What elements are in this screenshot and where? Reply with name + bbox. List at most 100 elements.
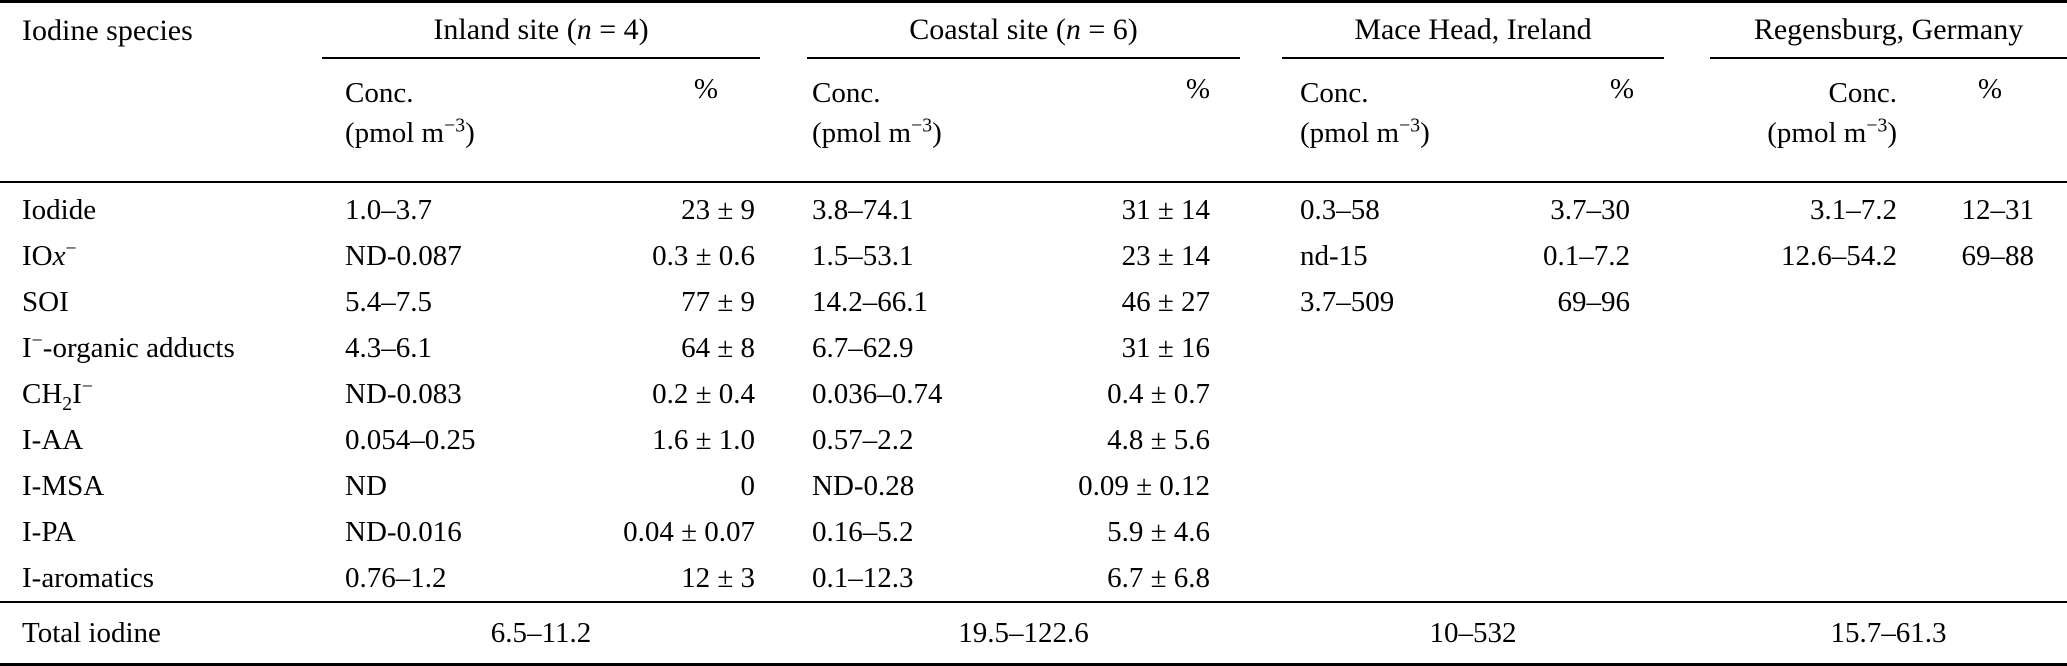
conc-header-inland: Conc. (pmol m−3) [322, 58, 562, 183]
value-cell: 3.1–7.2 [1810, 193, 1897, 226]
value-cell: 0.1–12.3 [812, 561, 914, 594]
value-cell [1282, 417, 1482, 463]
value-cell: 0.2 ± 0.4 [652, 377, 755, 410]
column-gap [1664, 325, 1710, 371]
value-cell: 23 ± 14 [1121, 239, 1210, 272]
value-cell [1910, 325, 2067, 371]
table-header: Iodine species Inland site (n = 4) Coast… [0, 0, 2067, 183]
column-gap [1664, 417, 1710, 463]
species-cell: CH2I− [22, 374, 93, 415]
species-cell: I−-organic adducts [22, 328, 235, 364]
value-cell: 23 ± 9 [681, 193, 755, 226]
group-header-mace-head: Mace Head, Ireland [1282, 0, 1664, 59]
total-value-mace-head: 10–532 [1282, 601, 1664, 666]
value-cell [1282, 509, 1482, 555]
species-cell: I-aromatics [22, 561, 155, 594]
column-gap [1664, 463, 1710, 509]
value-cell: 31 ± 16 [1121, 331, 1210, 364]
value-cell: 0.3–58 [1300, 193, 1380, 226]
value-cell [1282, 463, 1482, 509]
conc-unit: (pmol m−3) [1300, 114, 1430, 149]
value-cell [1482, 463, 1664, 509]
value-cell: 3.7–30 [1550, 193, 1630, 226]
column-gap [1664, 233, 1710, 279]
column-gap [760, 325, 807, 371]
conc-header-mace-head: Conc. (pmol m−3) [1282, 58, 1482, 183]
value-cell: nd-15 [1300, 239, 1368, 272]
column-gap [1664, 555, 1710, 602]
value-cell [1910, 417, 2067, 463]
value-cell [1710, 325, 1910, 371]
value-cell: 1.0–3.7 [345, 193, 432, 226]
value-cell: 69–88 [1961, 239, 2035, 272]
value-cell [1710, 509, 1910, 555]
value-cell: 1.5–53.1 [812, 239, 914, 272]
column-gap [760, 0, 807, 58]
value-cell: ND [345, 469, 387, 502]
species-cell: I-PA [22, 515, 76, 548]
column-gap [1240, 555, 1282, 602]
group-header-regensburg: Regensburg, Germany [1710, 0, 2067, 59]
empty-cell [0, 58, 322, 183]
column-gap [1664, 279, 1710, 325]
conc-unit: (pmol m−3) [812, 114, 942, 149]
column-gap [760, 58, 807, 183]
pct-header-coastal: % [1052, 58, 1240, 183]
value-cell [1282, 555, 1482, 602]
value-cell: 14.2–66.1 [812, 285, 928, 318]
column-gap [760, 233, 807, 279]
species-column-header: Iodine species [0, 0, 322, 58]
value-cell [1710, 417, 1910, 463]
value-cell: ND-0.083 [345, 377, 462, 410]
value-cell: 69–96 [1557, 285, 1631, 318]
value-cell: 4.3–6.1 [345, 331, 432, 364]
conc-unit: (pmol m−3) [345, 114, 475, 149]
column-gap [760, 182, 807, 233]
total-row: Total iodine 6.5–11.2 19.5–122.6 10–532 … [0, 601, 2067, 666]
group-header-coastal: Coastal site (n = 6) [807, 0, 1240, 59]
value-cell [1282, 325, 1482, 371]
conc-unit: (pmol m−3) [1767, 114, 1897, 149]
value-cell: 0.3 ± 0.6 [652, 239, 755, 272]
total-value-regensburg: 15.7–61.3 [1710, 601, 2067, 666]
column-gap [1664, 58, 1710, 183]
value-cell [1482, 325, 1664, 371]
conc-label: Conc. [1300, 77, 1369, 109]
column-gap [1240, 325, 1282, 371]
pct-header-mace-head: % [1482, 58, 1664, 183]
value-cell: 0 [740, 469, 756, 502]
value-cell: 5.4–7.5 [345, 285, 432, 318]
value-cell: ND-0.016 [345, 515, 462, 548]
column-gap [1664, 371, 1710, 417]
value-cell: 1.6 ± 1.0 [652, 423, 755, 456]
value-cell: ND-0.087 [345, 239, 462, 272]
value-cell [1482, 509, 1664, 555]
column-gap [760, 417, 807, 463]
value-cell: 12.6–54.2 [1781, 239, 1897, 272]
group-header-row: Iodine species Inland site (n = 4) Coast… [0, 0, 2067, 59]
total-value-coastal: 19.5–122.6 [807, 601, 1240, 666]
total-label: Total iodine [0, 601, 322, 666]
table-row-organic-adducts: I−-organic adducts 4.3–6.1 64 ± 8 6.7–62… [0, 325, 2067, 371]
group-header-inland: Inland site (n = 4) [322, 0, 760, 59]
table-body: Iodide 1.0–3.7 23 ± 9 3.8–74.1 31 ± 14 0… [0, 182, 2067, 666]
species-cell: SOI [22, 285, 69, 318]
conc-header-regensburg: Conc. (pmol m−3) [1710, 58, 1910, 183]
value-cell [1282, 371, 1482, 417]
table-row-i-aa: I-AA 0.054–0.25 1.6 ± 1.0 0.57–2.2 4.8 ±… [0, 417, 2067, 463]
value-cell [1910, 279, 2067, 325]
column-gap [1240, 601, 1282, 666]
value-cell: 4.8 ± 5.6 [1107, 423, 1210, 456]
species-cell: IOx− [22, 236, 77, 272]
column-gap [1240, 371, 1282, 417]
value-cell [1710, 555, 1910, 602]
pct-header-inland: % [562, 58, 760, 183]
value-cell [1482, 371, 1664, 417]
column-gap [1240, 233, 1282, 279]
value-cell: 6.7–62.9 [812, 331, 914, 364]
value-cell [1910, 555, 2067, 602]
column-gap [760, 371, 807, 417]
conc-label: Conc. [345, 77, 414, 109]
conc-label: Conc. [812, 77, 881, 109]
